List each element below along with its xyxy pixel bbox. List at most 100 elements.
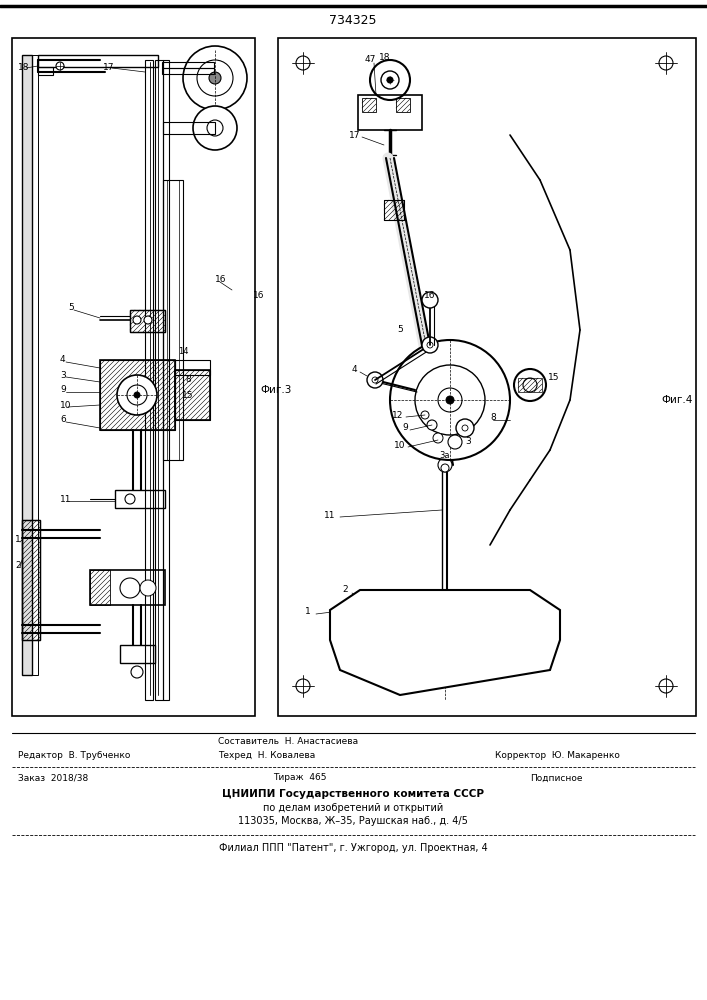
Bar	[145, 60, 153, 700]
Text: 17: 17	[103, 64, 115, 73]
Text: по делам изобретений и открытий: по делам изобретений и открытий	[263, 803, 443, 813]
Bar	[384, 200, 404, 220]
Circle shape	[370, 60, 410, 100]
Circle shape	[131, 666, 143, 678]
Bar	[90, 570, 165, 605]
Bar	[518, 378, 542, 392]
Text: 47: 47	[364, 55, 375, 64]
Text: 14: 14	[178, 348, 189, 357]
Bar	[130, 310, 165, 332]
Bar	[22, 520, 40, 640]
Circle shape	[385, 640, 395, 650]
Text: 2: 2	[15, 560, 21, 570]
Text: Заказ  2018/38: Заказ 2018/38	[18, 774, 88, 782]
Text: 9: 9	[60, 385, 66, 394]
Text: 10: 10	[394, 440, 405, 450]
Circle shape	[387, 77, 393, 83]
Circle shape	[462, 425, 468, 431]
Bar	[100, 360, 175, 430]
Circle shape	[427, 420, 437, 430]
Bar	[362, 98, 376, 112]
Circle shape	[390, 340, 510, 460]
Text: 15: 15	[182, 390, 194, 399]
Bar	[90, 570, 110, 605]
Bar	[162, 68, 214, 74]
Bar	[115, 490, 165, 508]
Bar	[163, 60, 169, 700]
Circle shape	[372, 377, 378, 383]
Text: 3а: 3а	[440, 450, 450, 460]
Text: 3: 3	[465, 438, 471, 446]
Bar	[12, 38, 255, 716]
Circle shape	[514, 369, 546, 401]
Text: 8: 8	[185, 375, 191, 384]
Circle shape	[367, 372, 383, 388]
Text: 113035, Москва, Ж–35, Раушская наб., д. 4/5: 113035, Москва, Ж–35, Раушская наб., д. …	[238, 816, 468, 826]
Text: Редактор  В. Трубченко: Редактор В. Трубченко	[18, 752, 130, 760]
Text: Техред  Н. Ковалева: Техред Н. Ковалева	[218, 752, 315, 760]
PathPatch shape	[330, 590, 560, 695]
Text: 1: 1	[305, 607, 311, 616]
Circle shape	[422, 292, 438, 308]
Bar	[396, 98, 410, 112]
Text: 18: 18	[379, 53, 391, 62]
Circle shape	[133, 316, 141, 324]
Text: Составитель  Н. Анастасиева: Составитель Н. Анастасиева	[218, 738, 358, 746]
Circle shape	[422, 337, 438, 353]
Circle shape	[209, 72, 221, 84]
Circle shape	[197, 60, 233, 96]
Text: Фиг.3: Фиг.3	[260, 385, 291, 395]
Circle shape	[523, 378, 537, 392]
Bar	[100, 360, 175, 430]
Circle shape	[446, 396, 454, 404]
Bar	[38, 67, 53, 75]
Bar	[175, 360, 210, 375]
Text: 16: 16	[253, 290, 264, 300]
Text: 1: 1	[15, 536, 21, 544]
Text: 10: 10	[60, 400, 71, 410]
Text: 9: 9	[402, 424, 408, 432]
Circle shape	[441, 464, 449, 472]
Circle shape	[125, 494, 135, 504]
Text: 17: 17	[349, 130, 361, 139]
Text: 734325: 734325	[329, 14, 377, 27]
Bar	[358, 95, 422, 130]
Bar	[130, 310, 165, 332]
Circle shape	[117, 375, 157, 415]
Text: 6: 6	[60, 416, 66, 424]
Circle shape	[381, 71, 399, 89]
Text: 2: 2	[342, 585, 348, 594]
Text: 4: 4	[60, 356, 66, 364]
Circle shape	[134, 392, 140, 398]
Circle shape	[207, 120, 223, 136]
Text: Фиг.4: Фиг.4	[662, 395, 693, 405]
Text: 16: 16	[215, 275, 226, 284]
Bar	[163, 180, 183, 460]
Bar	[278, 38, 696, 716]
Text: Подписное: Подписное	[530, 774, 583, 782]
Bar	[120, 645, 155, 663]
Circle shape	[421, 411, 429, 419]
Bar	[22, 55, 32, 675]
Circle shape	[438, 388, 462, 412]
Text: 15: 15	[548, 373, 559, 382]
Circle shape	[448, 435, 462, 449]
Text: 16: 16	[424, 290, 436, 300]
Bar	[155, 60, 163, 700]
Circle shape	[193, 106, 237, 150]
Circle shape	[427, 342, 433, 348]
Bar	[162, 62, 214, 68]
Circle shape	[440, 640, 450, 650]
Circle shape	[144, 316, 152, 324]
Circle shape	[127, 385, 147, 405]
Text: ЦНИИПИ Государственного комитета СССР: ЦНИИПИ Государственного комитета СССР	[222, 789, 484, 799]
Text: 11: 11	[60, 494, 71, 504]
Circle shape	[456, 419, 474, 437]
Bar	[175, 370, 210, 420]
Bar	[163, 122, 215, 134]
Bar	[38, 55, 158, 67]
Text: 8: 8	[490, 414, 496, 422]
Circle shape	[140, 580, 156, 596]
Text: 5: 5	[397, 326, 403, 334]
Text: 4: 4	[351, 365, 357, 374]
